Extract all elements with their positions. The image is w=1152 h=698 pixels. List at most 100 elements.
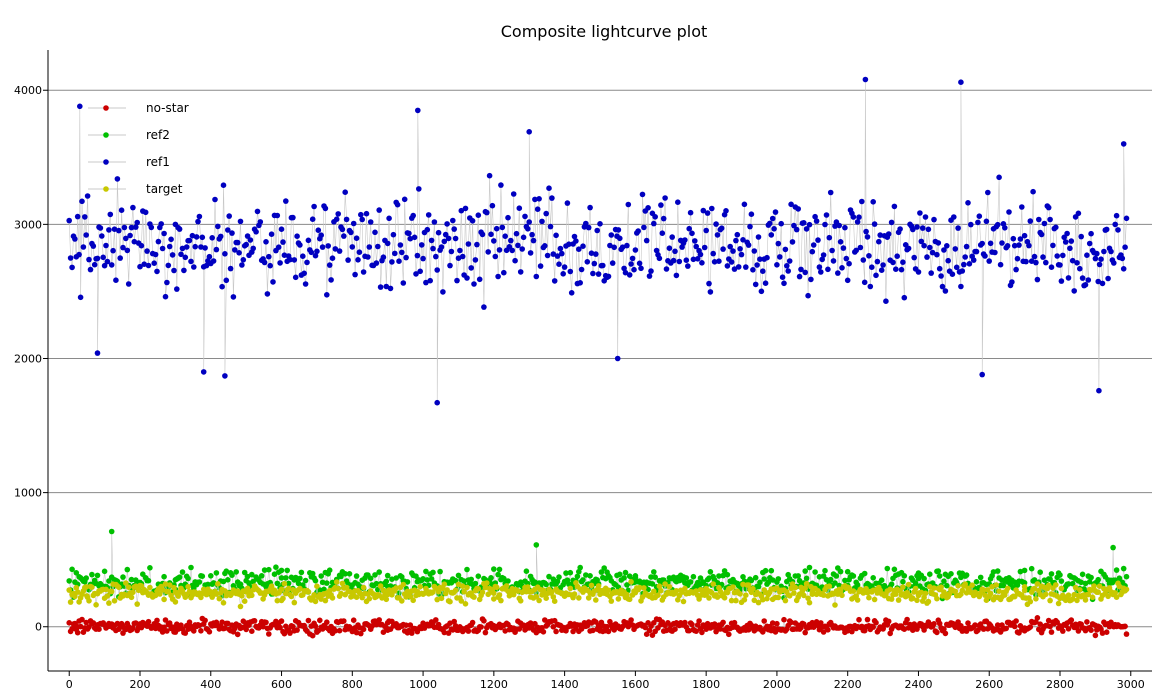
point-no-star-628: [936, 620, 943, 627]
x-tick-label-13: 2600: [975, 678, 1003, 691]
point-target-195: [338, 590, 344, 597]
point-no-star-88: [186, 619, 193, 625]
point-ref2-448: [690, 573, 697, 580]
point-no-star-315: [502, 628, 509, 634]
point-ref1-598: [900, 259, 906, 266]
point-ref1-151: [274, 212, 281, 219]
point-no-star-511: [774, 620, 780, 627]
point-ref1-257: [423, 279, 429, 286]
point-ref1-120: [230, 294, 237, 300]
point-ref1-432: [666, 245, 673, 251]
point-ref1-665: [992, 249, 998, 256]
point-no-star-350: [550, 624, 557, 630]
point-target-72: [166, 582, 173, 588]
point-ref1-694: [1033, 259, 1039, 266]
point-target-481: [737, 591, 743, 597]
point-ref1-684: [1019, 204, 1025, 210]
point-ref1-88: [188, 258, 194, 265]
point-target-476: [730, 584, 736, 590]
point-ref1-16: [87, 266, 94, 273]
point-target-261: [430, 589, 436, 595]
point-ref1-714: [1061, 234, 1067, 241]
point-ref2-147: [271, 571, 278, 577]
point-ref2-618: [927, 571, 933, 577]
point-ref2-697: [1037, 569, 1043, 575]
point-no-star-676: [1003, 625, 1009, 632]
point-ref2-459: [706, 575, 712, 581]
point-ref1-144: [264, 291, 271, 297]
point-ref2-398: [621, 575, 627, 581]
point-ref1-547: [829, 247, 835, 254]
point-ref2-374: [587, 573, 593, 579]
point-ref1-80: [176, 226, 183, 232]
legend-item-no-star[interactable]: no-star: [88, 101, 189, 115]
point-ref2-157: [284, 567, 291, 574]
point-ref1-743: [1101, 248, 1107, 255]
point-target-666: [996, 588, 1002, 594]
point-ref1-533: [809, 248, 816, 255]
point-no-star-476: [726, 631, 732, 638]
point-target-0: [66, 587, 72, 593]
point-ref1-269: [438, 244, 445, 250]
point-ref1-701: [1043, 259, 1049, 266]
point-ref2-651: [973, 579, 980, 585]
point-ref2-149: [274, 580, 281, 587]
point-ref1-653: [976, 213, 983, 219]
point-ref2-571: [861, 570, 868, 577]
point-target-497: [760, 596, 766, 603]
point-ref2-705: [1048, 571, 1055, 577]
point-ref2-80: [176, 574, 183, 580]
point-ref1-148: [270, 279, 276, 285]
point-ref2-407: [632, 573, 639, 579]
point-ref1-624: [936, 265, 943, 272]
legend[interactable]: no-star ref2 ref1 target: [88, 101, 189, 196]
point-no-star-71: [164, 628, 170, 634]
point-no-star-644: [958, 623, 964, 629]
point-ref2-550: [833, 573, 840, 579]
point-ref1-687: [1023, 258, 1029, 265]
point-ref1-45: [127, 232, 133, 239]
point-ref1-504: [768, 232, 775, 238]
point-ref2-563: [850, 573, 857, 579]
point-no-star-378: [590, 627, 596, 634]
point-ref1-81: [178, 251, 184, 258]
point-ref1-228: [383, 283, 390, 290]
point-ref1-395: [614, 355, 621, 362]
point-target-36: [116, 584, 122, 590]
point-no-star-694: [1027, 624, 1034, 630]
point-target-298: [482, 584, 489, 591]
point-ref2-237: [396, 590, 402, 596]
point-ref2-152: [278, 575, 285, 581]
point-no-star-656: [975, 627, 981, 634]
point-ref1-290: [468, 265, 475, 271]
legend-item-ref2[interactable]: ref2: [88, 128, 170, 142]
point-target-435: [673, 588, 680, 594]
point-target-365: [576, 595, 582, 601]
point-ref1-118: [227, 265, 234, 272]
point-ref2-96: [199, 573, 206, 579]
point-target-751: [1113, 594, 1120, 600]
point-target-440: [680, 598, 687, 605]
point-ref1-204: [349, 244, 356, 250]
point-ref1-209: [356, 249, 363, 255]
legend-item-target[interactable]: target: [88, 182, 183, 196]
point-ref2-399: [622, 569, 629, 576]
point-no-star-385: [598, 619, 605, 626]
point-ref2-496: [757, 579, 763, 586]
point-ref1-513: [781, 280, 787, 287]
point-ref1-643: [962, 254, 968, 260]
point-ref1-353: [556, 261, 562, 268]
point-ref1-740: [1096, 261, 1103, 268]
point-target-553: [837, 588, 844, 594]
point-ref1-270: [440, 289, 446, 295]
point-ref1-356: [560, 271, 566, 277]
x-tick-label-10: 2000: [763, 678, 791, 691]
point-ref1-739: [1096, 387, 1102, 394]
point-ref1-195: [336, 248, 343, 254]
point-ref2-630: [944, 582, 950, 589]
point-ref1-423: [653, 247, 660, 254]
legend-item-ref1[interactable]: ref1: [88, 155, 170, 169]
point-no-star-68: [159, 629, 166, 635]
point-ref1-224: [377, 284, 384, 290]
point-target-4: [72, 593, 78, 600]
